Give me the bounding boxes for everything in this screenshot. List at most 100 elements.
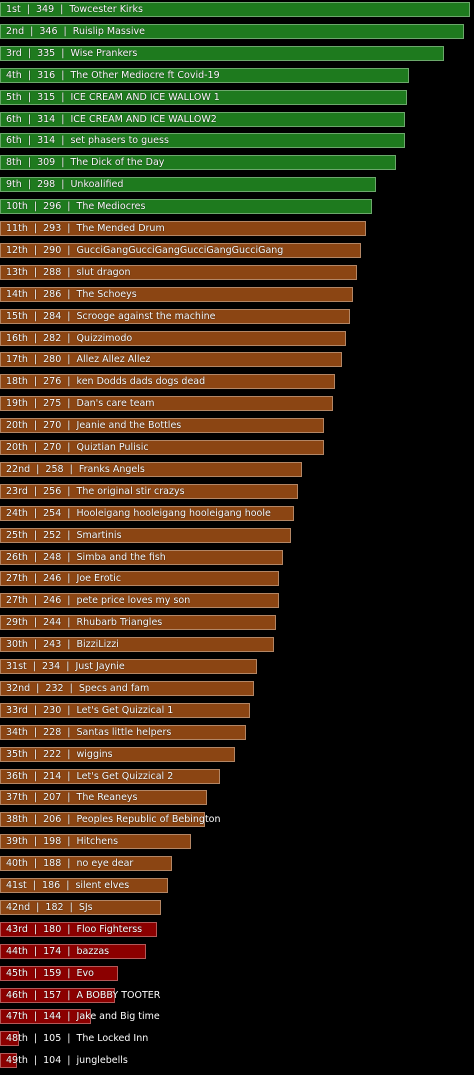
- score-bar: [0, 680, 254, 696]
- leaderboard-row: 24th | 254 | Hooleigang hooleigang hoole…: [0, 505, 474, 527]
- row-label: 16th | 282 | Quizzimodo: [6, 332, 133, 344]
- leaderboard-row: 43rd | 180 | Floo Fighterss: [0, 921, 474, 943]
- leaderboard-row: 42nd | 182 | SJs: [0, 899, 474, 921]
- score-bar: [0, 702, 250, 718]
- leaderboard-row: 17th | 280 | Allez Allez Allez: [0, 351, 474, 373]
- leaderboard-row: 34th | 228 | Santas little helpers: [0, 724, 474, 746]
- row-label: 17th | 280 | Allez Allez Allez: [6, 354, 151, 366]
- leaderboard-row: 46th | 157 | A BOBBY TOOTER: [0, 987, 474, 1009]
- row-label: 44th | 174 | bazzas: [6, 945, 110, 957]
- leaderboard-row: 2nd | 346 | Ruislip Massive: [0, 23, 474, 45]
- row-label: 6th | 314 | set phasers to guess: [6, 135, 169, 147]
- row-label: 8th | 309 | The Dick of the Day: [6, 157, 165, 169]
- leaderboard-row: 27th | 246 | pete price loves my son: [0, 592, 474, 614]
- row-label: 9th | 298 | Unkoalified: [6, 179, 124, 191]
- row-label: 32nd | 232 | Specs and fam: [6, 682, 150, 694]
- leaderboard-row: 40th | 188 | no eye dear: [0, 855, 474, 877]
- score-bar: [0, 812, 206, 828]
- row-label: 41st | 186 | silent elves: [6, 880, 130, 891]
- leaderboard-row: 20th | 270 | Jeanie and the Bottles: [0, 417, 474, 439]
- row-label: 39th | 198 | Hitchens: [6, 836, 119, 848]
- score-bar: [0, 527, 291, 543]
- score-bar: [0, 264, 358, 280]
- score-bar: [0, 418, 324, 434]
- leaderboard-row: 10th | 296 | The Mediocres: [0, 198, 474, 220]
- leaderboard-row: 30th | 243 | BizziLizzi: [0, 636, 474, 658]
- leaderboard-row: 48th | 105 | The Locked Inn: [0, 1030, 474, 1052]
- score-bar: [0, 987, 115, 1003]
- leaderboard-row: 38th | 206 | Peoples Republic of Bebingt…: [0, 811, 474, 833]
- score-bar: [0, 878, 169, 893]
- score-bar: [0, 330, 346, 346]
- leaderboard-row: 19th | 275 | Dan's care team: [0, 395, 474, 417]
- leaderboard-row: 32nd | 232 | Specs and fam: [0, 680, 474, 702]
- score-bar: [0, 23, 465, 39]
- score-bar: [0, 549, 284, 565]
- score-bar: [0, 286, 354, 302]
- leaderboard-row: 1st | 349 | Towcester Kirks: [0, 1, 474, 23]
- leaderboard-row: 23rd | 256 | The original stir crazys: [0, 483, 474, 505]
- score-bar: [0, 965, 119, 981]
- score-bar: [0, 659, 258, 674]
- row-label: 13th | 288 | slut dragon: [6, 266, 131, 278]
- score-bar: [0, 899, 161, 915]
- score-bar: [0, 593, 280, 609]
- row-label: 27th | 246 | pete price loves my son: [6, 595, 191, 607]
- leaderboard-row: 27th | 246 | Joe Erotic: [0, 570, 474, 592]
- score-bar: [0, 177, 376, 193]
- leaderboard-row: 8th | 309 | The Dick of the Day: [0, 154, 474, 176]
- leaderboard-row: 33rd | 230 | Let's Get Quizzical 1: [0, 702, 474, 724]
- leaderboard-row: 6th | 314 | ICE CREAM AND ICE WALLOW2: [0, 111, 474, 133]
- score-bar: [0, 724, 247, 740]
- leaderboard-row: 35th | 222 | wiggins: [0, 746, 474, 768]
- row-label: 46th | 157 | A BOBBY TOOTER: [6, 989, 161, 1001]
- row-label: 36th | 214 | Let's Get Quizzical 2: [6, 770, 174, 782]
- score-bar: [0, 440, 324, 455]
- row-label: 15th | 284 | Scrooge against the machine: [6, 310, 216, 322]
- leaderboard-row: 18th | 276 | ken Dodds dads dogs dead: [0, 373, 474, 395]
- score-bar: [0, 67, 409, 83]
- leaderboard-row: 47th | 144 | Jake and Big time: [0, 1008, 474, 1030]
- row-label: 11th | 293 | The Mended Drum: [6, 223, 165, 234]
- score-bar: [0, 155, 396, 171]
- score-bar: [0, 1031, 19, 1047]
- row-label: 2nd | 346 | Ruislip Massive: [6, 25, 145, 37]
- row-label: 33rd | 230 | Let's Get Quizzical 1: [6, 704, 174, 716]
- score-bar: [0, 834, 191, 850]
- score-bar: [0, 221, 367, 236]
- score-bar: [0, 921, 158, 937]
- row-label: 10th | 296 | The Mediocres: [6, 201, 146, 213]
- score-bar: [0, 943, 147, 959]
- leaderboard-row: 12th | 290 | GucciGangGucciGangGucciGang…: [0, 242, 474, 264]
- score-bar: [0, 308, 350, 324]
- row-label: 12th | 290 | GucciGangGucciGangGucciGang…: [6, 244, 284, 256]
- score-bar: [0, 1053, 17, 1069]
- row-label: 26th | 248 | Simba and the fish: [6, 551, 166, 563]
- row-label: 43rd | 180 | Floo Fighterss: [6, 923, 143, 935]
- leaderboard-row: 6th | 314 | set phasers to guess: [0, 132, 474, 154]
- row-label: 20th | 270 | Jeanie and the Bottles: [6, 420, 182, 432]
- score-bar: [0, 746, 235, 762]
- row-label: 35th | 222 | wiggins: [6, 748, 113, 760]
- score-bar: [0, 637, 274, 653]
- leaderboard-row: 15th | 284 | Scrooge against the machine: [0, 308, 474, 330]
- score-bar: [0, 505, 295, 521]
- row-label: 5th | 315 | ICE CREAM AND ICE WALLOW 1: [6, 91, 220, 103]
- row-label: 31st | 234 | Just Jaynie: [6, 661, 125, 672]
- score-bar: [0, 790, 208, 806]
- row-label: 47th | 144 | Jake and Big time: [6, 1011, 160, 1023]
- score-bar: [0, 483, 298, 499]
- leaderboard-row: 22nd | 258 | Franks Angels: [0, 461, 474, 483]
- score-bar: [0, 133, 406, 149]
- leaderboard-row: 29th | 244 | Rhubarb Triangles: [0, 614, 474, 636]
- row-label: 37th | 207 | The Reaneys: [6, 792, 138, 804]
- leaderboard-row: 14th | 286 | The Schoeys: [0, 286, 474, 308]
- row-label: 29th | 244 | Rhubarb Triangles: [6, 617, 163, 629]
- leaderboard-row: 44th | 174 | bazzas: [0, 943, 474, 965]
- row-label: 18th | 276 | ken Dodds dads dogs dead: [6, 376, 206, 388]
- score-bar: [0, 199, 372, 215]
- row-label: 1st | 349 | Towcester Kirks: [6, 4, 143, 15]
- row-label: 4th | 316 | The Other Mediocre ft Covid-…: [6, 69, 220, 81]
- leaderboard-row: 3rd | 335 | Wise Prankers: [0, 45, 474, 67]
